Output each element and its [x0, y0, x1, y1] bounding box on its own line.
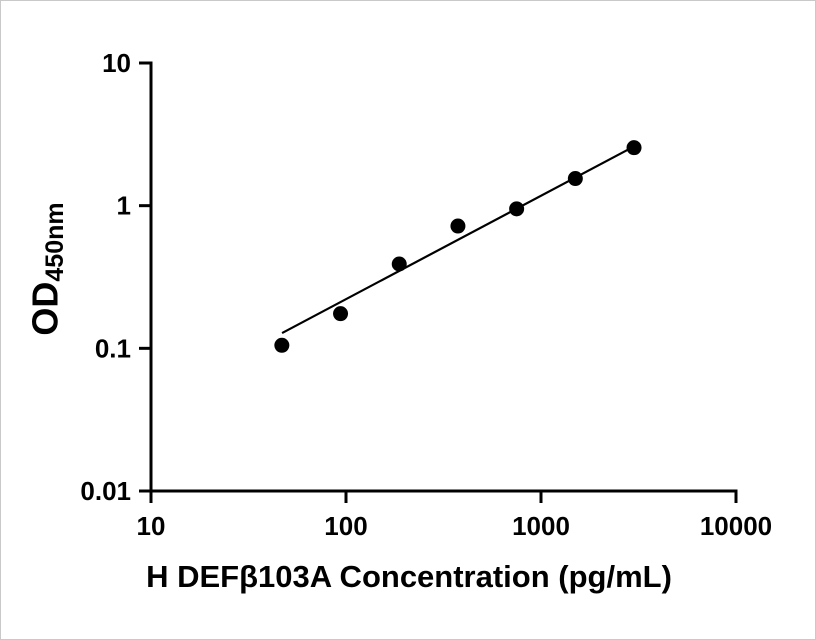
y-axis-title-main: OD	[24, 281, 66, 336]
x-tick-label: 100	[324, 511, 367, 541]
x-tick-label: 10000	[700, 511, 772, 541]
data-point	[567, 171, 583, 187]
y-tick-label: 10	[102, 48, 131, 78]
y-axis-title: OD450nm	[24, 202, 70, 335]
x-axis-title: H DEFβ103A Concentration (pg/mL)	[146, 559, 672, 594]
data-point	[509, 201, 525, 217]
y-tick-label: 0.01	[80, 476, 131, 506]
y-tick-label: 1	[117, 191, 131, 221]
y-axis-title-subscript: 450nm	[40, 202, 69, 282]
y-tick-label: 0.1	[95, 333, 131, 363]
x-tick-label: 1000	[512, 511, 570, 541]
data-point	[274, 337, 290, 353]
data-point	[626, 140, 642, 156]
data-point	[391, 256, 407, 272]
x-tick-label: 10	[137, 511, 166, 541]
data-point	[333, 306, 349, 322]
data-point	[450, 218, 466, 234]
